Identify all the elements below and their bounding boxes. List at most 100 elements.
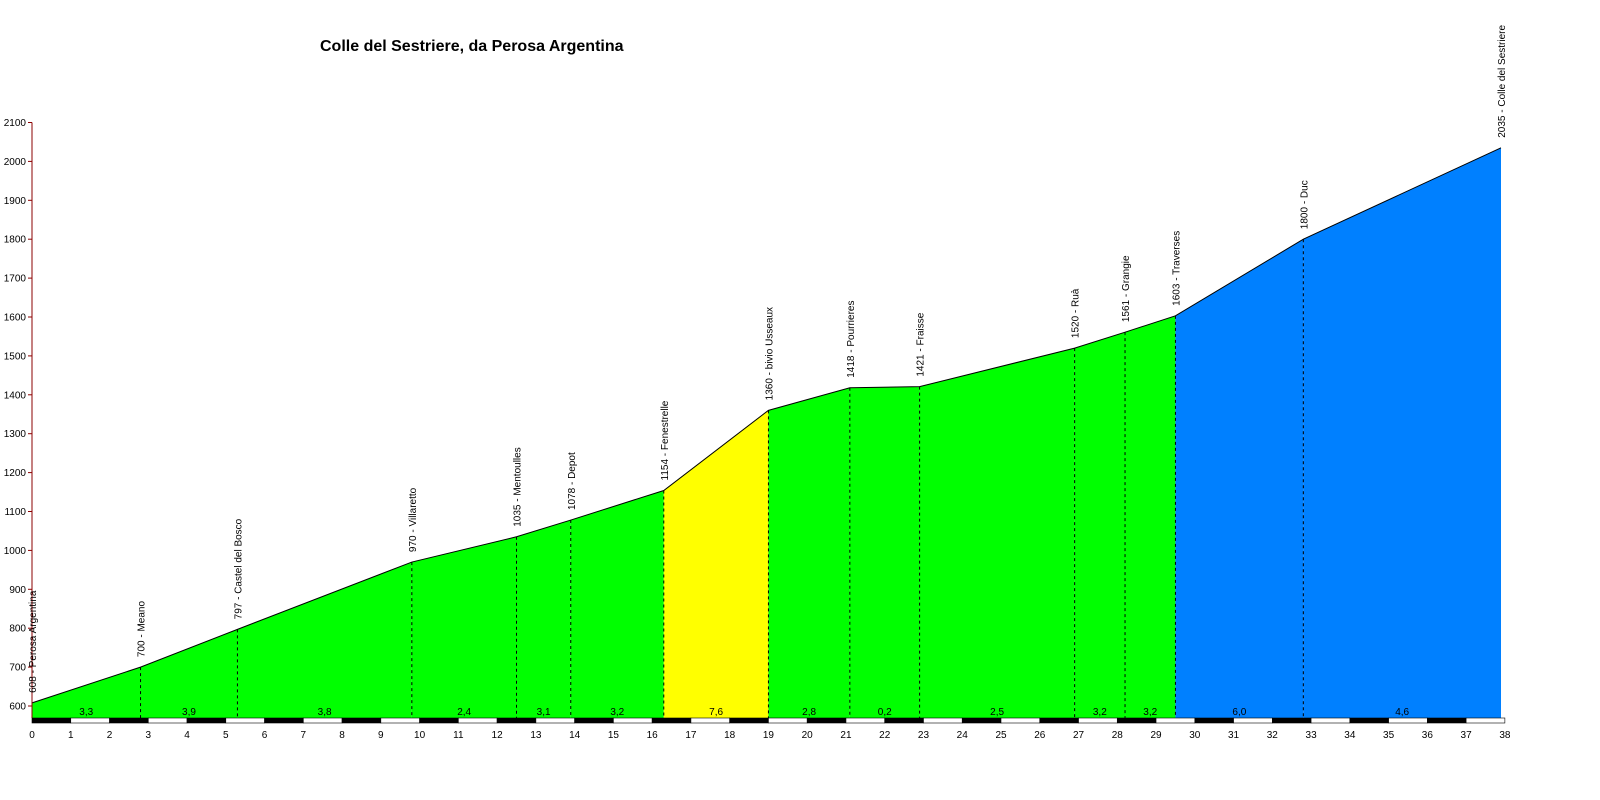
distance-scale-bar xyxy=(31,717,1506,724)
profile-outline xyxy=(31,147,1502,704)
scale-bar-cell xyxy=(574,717,614,724)
scale-bar-cell xyxy=(1039,717,1079,724)
scale-bar-cell xyxy=(458,717,498,724)
x-tick-label: 4 xyxy=(184,730,190,741)
grade-label: 3,1 xyxy=(537,707,551,718)
x-tick-label: 3 xyxy=(145,730,151,741)
x-tick-label: 9 xyxy=(378,730,384,741)
profile-segment-10 xyxy=(919,348,1075,718)
x-tick-label: 13 xyxy=(530,730,542,741)
x-tick-label: 32 xyxy=(1267,730,1279,741)
scale-bar-cell xyxy=(535,717,575,724)
waypoint-label: 1418 - Pourrieres xyxy=(846,301,857,378)
waypoint-label: 1520 - Ruà xyxy=(1071,288,1082,338)
profile-segment-5 xyxy=(516,520,571,718)
grade-label: 2,4 xyxy=(457,707,471,718)
y-tick-label: 1000 xyxy=(4,546,27,557)
x-tick-label: 37 xyxy=(1461,730,1473,741)
y-tick-label: 1700 xyxy=(4,274,27,285)
grade-label: 3,2 xyxy=(1143,707,1157,718)
scale-bar-cell xyxy=(690,717,730,724)
y-axis: 600 700 800 900 1000 1100 1200 1300 1400 1500 1600… xyxy=(4,118,33,718)
scale-bar-cell xyxy=(1388,717,1428,724)
x-tick-label: 23 xyxy=(918,730,930,741)
profile-segment-11 xyxy=(1074,332,1126,718)
x-tick-label: 6 xyxy=(262,730,268,741)
x-tick-label: 16 xyxy=(647,730,659,741)
x-tick-label: 14 xyxy=(569,730,581,741)
profile-segment-12 xyxy=(1125,315,1176,718)
profile-segment-2 xyxy=(140,629,238,718)
grade-label: 2,5 xyxy=(990,707,1004,718)
scale-bar-cell xyxy=(1310,717,1351,724)
x-tick-label: 28 xyxy=(1112,730,1124,741)
scale-bar-cell xyxy=(109,717,149,724)
scale-bar-cell xyxy=(1465,717,1506,724)
x-tick-label: 0 xyxy=(29,730,35,741)
profile-segment-4 xyxy=(411,536,517,718)
x-tick-label: 24 xyxy=(957,730,969,741)
waypoint-label: 970 - Villaretto xyxy=(408,487,419,552)
x-tick-label: 19 xyxy=(763,730,775,741)
grade-label: 3,2 xyxy=(610,707,624,718)
scale-bar-cell xyxy=(225,717,265,724)
y-tick-label: 600 xyxy=(9,702,26,713)
waypoint-label: 1154 - Fenestrelle xyxy=(660,400,671,480)
grade-label: 7,6 xyxy=(709,707,723,718)
x-axis: 0 1 2 3 4 5 6 7 8 9 10 11 12 13 14 15 16 17 18 19 20 21 22 23 24… xyxy=(29,730,1511,741)
waypoint-label: 1360 - bivio Usseaux xyxy=(764,307,775,400)
scale-bar-cell xyxy=(923,717,963,724)
grade-label: 0,2 xyxy=(878,707,892,718)
chart-title: Colle del Sestriere, da Perosa Argentina xyxy=(320,38,624,55)
x-tick-label: 17 xyxy=(685,730,697,741)
grade-label: 6,0 xyxy=(1232,707,1246,718)
profile-segment-13 xyxy=(1175,239,1304,718)
x-tick-label: 38 xyxy=(1499,730,1511,741)
scale-bar-cell xyxy=(613,717,653,724)
scale-bar-cell xyxy=(1233,717,1273,724)
scale-bar-cell xyxy=(806,717,847,724)
x-tick-label: 33 xyxy=(1306,730,1318,741)
waypoint-label: 1421 - Fraisse xyxy=(916,312,927,376)
profile-line xyxy=(31,147,1502,704)
grade-label: 3,3 xyxy=(79,707,93,718)
scale-bar-cell xyxy=(186,717,227,724)
profile-segment-7 xyxy=(663,410,769,718)
scale-bar-cell xyxy=(768,717,808,724)
x-tick-label: 12 xyxy=(492,730,504,741)
profile-areas xyxy=(32,147,1502,718)
scale-bar-cell xyxy=(845,717,886,724)
scale-bar-cell xyxy=(729,717,769,724)
waypoint-labels: 608 - Perosa Argentina 700 - Meano 797 - C… xyxy=(28,25,1508,693)
x-tick-label: 5 xyxy=(223,730,229,741)
scale-bar-cell xyxy=(961,717,1002,724)
scale-bar-cell xyxy=(1272,717,1312,724)
x-tick-label: 22 xyxy=(879,730,891,741)
x-tick-label: 30 xyxy=(1189,730,1201,741)
scale-bar-cell xyxy=(419,717,459,724)
scale-bar-cell xyxy=(1155,717,1196,724)
scale-bar-cell xyxy=(31,717,72,724)
x-tick-label: 15 xyxy=(608,730,620,741)
waypoint-label: 1800 - Duc xyxy=(1299,180,1310,229)
x-tick-label: 29 xyxy=(1150,730,1162,741)
x-tick-label: 31 xyxy=(1228,730,1240,741)
x-tick-label: 27 xyxy=(1073,730,1085,741)
x-tick-label: 21 xyxy=(840,730,852,741)
y-tick-label: 900 xyxy=(9,585,26,596)
waypoint-label: 1078 - Depot xyxy=(567,452,578,510)
y-tick-label: 1900 xyxy=(4,196,27,207)
waypoint-drop-lines xyxy=(140,239,1304,718)
waypoint-label: 700 - Meano xyxy=(137,601,148,658)
profile-segment-8 xyxy=(768,387,850,718)
x-tick-label: 10 xyxy=(414,730,426,741)
scale-bar-cell xyxy=(496,717,537,724)
scale-bar-cell xyxy=(651,717,692,724)
x-tick-label: 11 xyxy=(453,730,464,741)
profile-segment-9 xyxy=(849,386,920,718)
x-tick-label: 7 xyxy=(301,730,307,741)
profile-segment-3 xyxy=(237,562,412,718)
y-tick-label: 700 xyxy=(9,663,26,674)
scale-bar-cell xyxy=(1000,717,1041,724)
scale-bar-cell xyxy=(303,717,343,724)
